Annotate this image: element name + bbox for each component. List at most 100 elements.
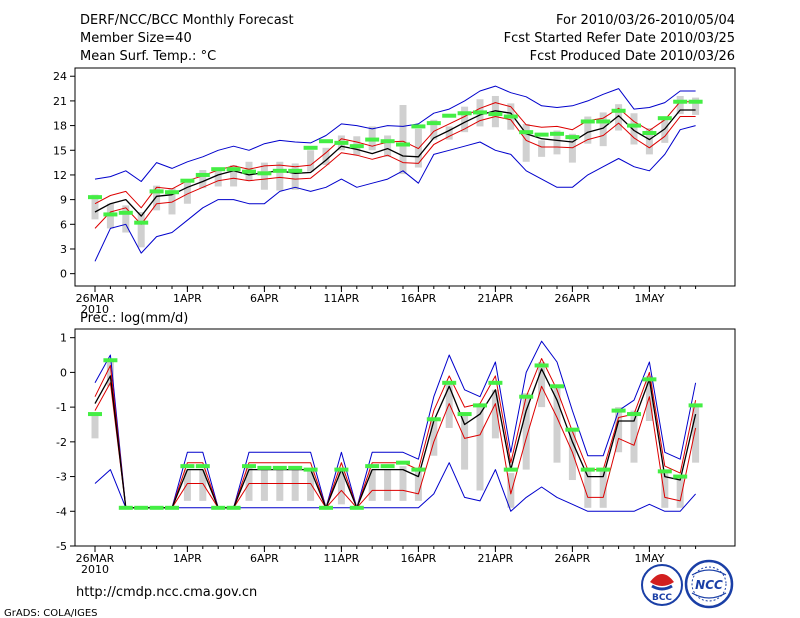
prec-xtick-label: 16APR: [400, 552, 436, 565]
prec-spread-bar: [599, 469, 607, 508]
prec-xtick-label: 21APR: [477, 552, 513, 565]
prec-mean-line: [94, 368, 697, 509]
temp-plot-frame: [74, 67, 736, 287]
temp-spread-bar: [307, 150, 315, 172]
temp-observation-marker: [319, 139, 333, 144]
temp-spread-bar: [291, 163, 299, 190]
prec-observation-marker: [319, 505, 333, 510]
prec-observation-marker: [365, 464, 380, 469]
temp-observation-marker: [103, 212, 118, 217]
temp-observation-marker: [134, 220, 149, 225]
prec-xtick-label: 1MAY: [634, 552, 664, 565]
temp-year-label: 2010: [81, 303, 109, 316]
temp-spread-bar: [230, 165, 238, 187]
temp-observation-marker: [457, 111, 472, 116]
prec-spread-bar: [568, 427, 576, 481]
bcc-logo-text: BCC: [652, 593, 672, 603]
temp-ytick-label: 21: [53, 95, 67, 108]
temp-ytick-label: 18: [53, 120, 67, 133]
temp-lower-line: [94, 116, 696, 229]
prec-spread-bar: [307, 469, 315, 501]
temp-observation-marker: [211, 167, 226, 172]
temp-observation-marker: [657, 116, 672, 121]
prec-observation-marker: [688, 403, 703, 408]
temp-observation-marker: [334, 140, 349, 145]
prec-max-line: [94, 340, 697, 509]
prec-spread-bar: [445, 382, 453, 428]
temp-observation-marker: [627, 123, 641, 128]
prec-spread-bar: [414, 469, 422, 501]
temp-observation-marker: [195, 172, 210, 177]
temp-spread-bar: [399, 105, 407, 175]
temp-xtick-label: 26APR: [554, 292, 590, 305]
temp-xtick-label: 1APR: [173, 292, 202, 305]
temp-observation-marker: [257, 171, 272, 176]
precipitation-panel: -5 -4 -3 -2 -1 0 1 26MAR 1APR 6APR 11APR 16APR 21APR…: [56, 328, 736, 576]
temp-spread-bar: [199, 170, 207, 189]
prec-observation-marker: [503, 467, 518, 472]
prec-spread-bar: [676, 476, 684, 508]
prec-spread-bar: [430, 421, 438, 456]
temp-observation-marker: [488, 112, 503, 117]
temp-spread-bar: [122, 205, 130, 233]
temp-ytick-label: 12: [53, 169, 67, 182]
prec-upper-line: [94, 358, 697, 509]
temperature-panel: 0 3 6 9 12 15 18 21 24 26MAR 1APR 6APR 11APR 16APR 21A…: [53, 67, 736, 316]
temp-spread-bar: [384, 135, 392, 157]
precip-panel-title: Prec.: log(mm/d): [80, 311, 188, 326]
temp-spread-bar: [137, 211, 145, 248]
prec-lower-line: [94, 382, 697, 509]
prec-observation-marker: [396, 460, 410, 465]
prec-ytick-label: 1: [60, 332, 67, 345]
prec-observation-marker: [380, 464, 395, 469]
prec-spread-bar: [630, 410, 638, 463]
temp-xtick-label: 11APR: [323, 292, 359, 305]
prec-plot-frame: [74, 328, 736, 547]
bcc-logo: BCC: [641, 564, 683, 606]
temp-spread-bar: [538, 140, 546, 157]
prec-spread-bar: [522, 393, 530, 470]
temp-spread-bar: [168, 188, 176, 215]
temp-spread-bar: [430, 119, 438, 140]
prec-xtick-label: 26APR: [554, 552, 590, 565]
temp-observation-marker: [380, 139, 395, 144]
prec-spread-bar: [384, 469, 392, 501]
temp-spread-bar: [630, 113, 638, 145]
prec-observation-marker: [673, 474, 688, 479]
temp-ytick-label: 0: [60, 268, 67, 281]
prec-ytick-label: -5: [56, 540, 67, 553]
temp-ytick-label: 24: [53, 70, 67, 83]
prec-spread-bar: [584, 469, 592, 508]
temp-observation-marker: [349, 144, 364, 149]
prec-xtick-label: 6APR: [250, 552, 279, 565]
temp-spread-bar: [445, 126, 453, 140]
temp-spread-bar: [491, 95, 499, 128]
temp-spread-bar: [676, 95, 684, 115]
prec-observation-marker: [565, 427, 580, 432]
prec-xtick-label: 11APR: [323, 552, 359, 565]
temp-observation-marker: [550, 131, 564, 136]
temp-mean-line: [94, 109, 696, 217]
prec-spread-bar: [199, 469, 207, 501]
temp-spread-bar: [615, 104, 623, 131]
prec-min-line: [94, 462, 696, 512]
temp-observation-marker: [473, 110, 487, 115]
temp-ytick-label: 3: [60, 243, 67, 256]
prec-observation-marker: [272, 465, 287, 470]
prec-spread-bar: [507, 473, 515, 508]
prec-spread-bar: [91, 414, 99, 439]
prec-spread-bar: [183, 469, 191, 501]
prec-observation-marker: [457, 412, 472, 417]
temp-observation-marker: [242, 169, 256, 174]
prec-spread-bar: [106, 358, 114, 387]
prec-spread-bar: [538, 361, 546, 408]
prec-observation-marker: [596, 467, 611, 472]
prec-spread-bar: [615, 407, 623, 453]
temp-observation-marker: [519, 130, 534, 135]
prec-observation-marker: [627, 412, 641, 417]
temp-observation-marker: [288, 168, 303, 173]
temp-spread-bar: [692, 97, 700, 115]
temp-observation-marker: [303, 145, 318, 150]
temp-max-line: [94, 85, 696, 182]
